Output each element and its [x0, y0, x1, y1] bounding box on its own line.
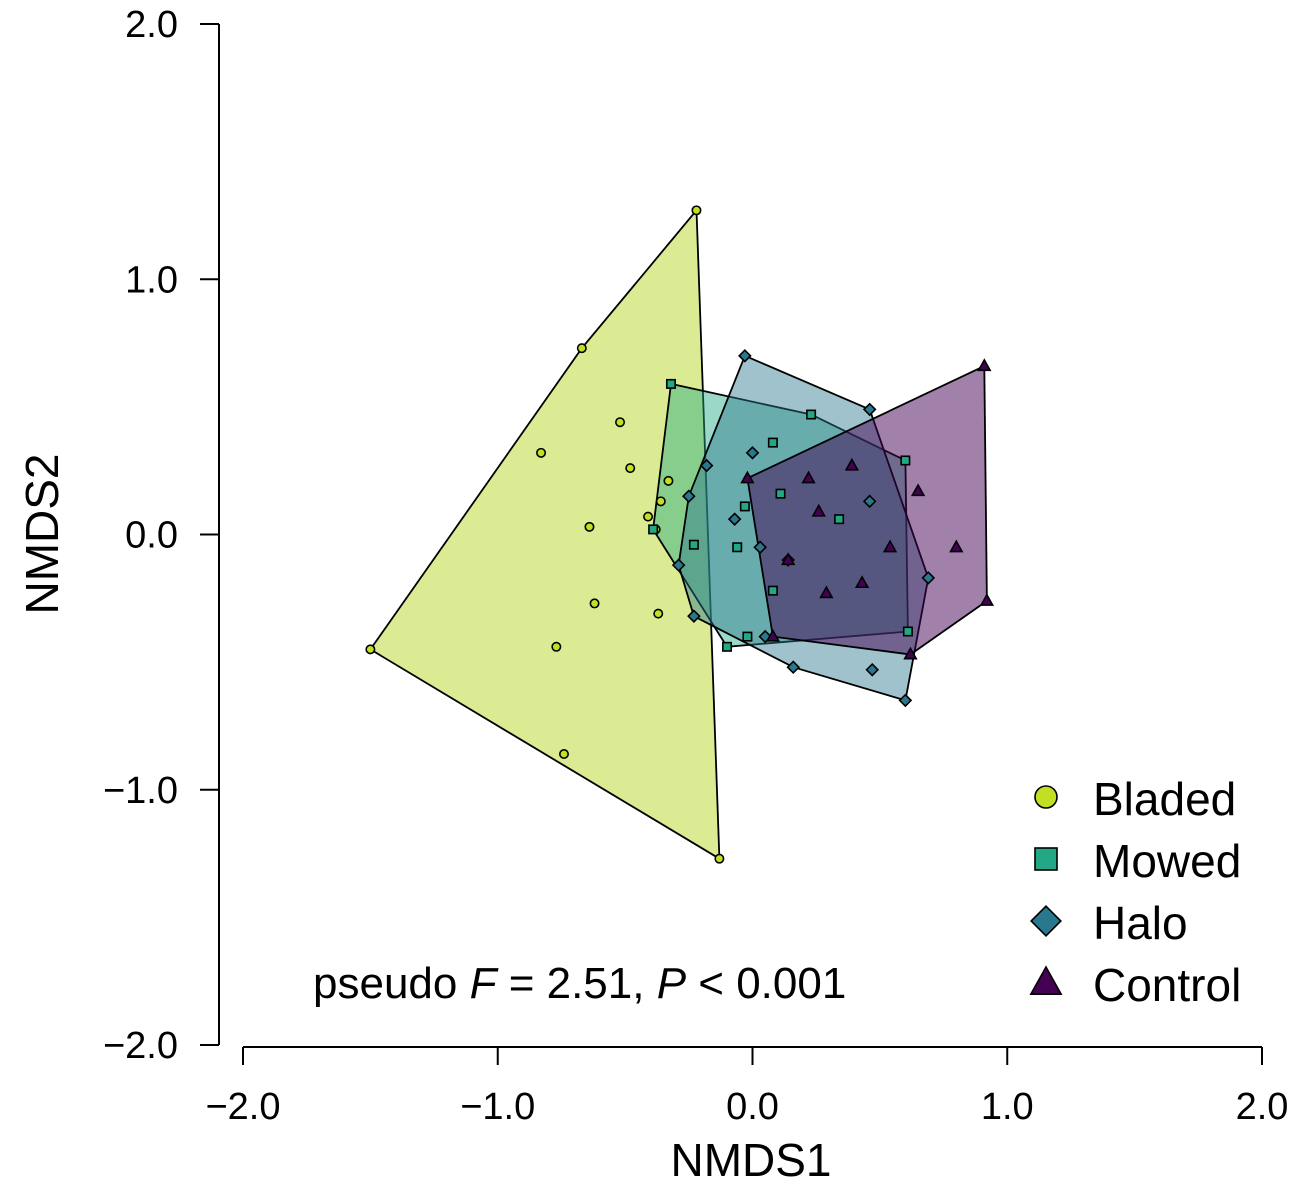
statistics-annotation: pseudo F = 2.51, P < 0.001 — [313, 959, 846, 1008]
point-bladed-12 — [653, 608, 664, 619]
point-bladed-13 — [551, 641, 562, 652]
point-layer — [365, 205, 995, 864]
legend-item-bladed: Bladed — [1034, 773, 1236, 825]
y-tick-label: 1.0 — [125, 259, 178, 301]
point-mowed-5 — [775, 488, 786, 499]
annotation-mid: = 2.51, — [496, 959, 656, 1008]
legend-item-control: Control — [1029, 959, 1241, 1011]
legend-marker-mowed — [1034, 847, 1058, 871]
point-mowed-7 — [834, 514, 845, 525]
point-halo-2 — [862, 402, 877, 417]
hull-layer — [369, 207, 988, 861]
point-mowed-14 — [722, 641, 733, 652]
x-tick-label: −2.0 — [205, 1086, 280, 1128]
point-halo-3 — [745, 446, 760, 460]
legend-label-halo: Halo — [1093, 897, 1188, 949]
point-halo-7 — [727, 512, 742, 526]
annotation-stat-f: F — [470, 959, 499, 1008]
point-mowed-8 — [648, 524, 659, 535]
point-mowed-1 — [665, 378, 676, 389]
point-halo-12 — [687, 609, 701, 623]
point-control-13 — [765, 628, 781, 642]
legend-item-mowed: Mowed — [1034, 835, 1241, 887]
point-halo-10 — [671, 558, 686, 572]
point-control-5 — [910, 483, 926, 497]
point-control-6 — [811, 503, 826, 517]
point-halo-4 — [699, 458, 714, 473]
point-bladed-6 — [663, 475, 674, 486]
point-control-3 — [801, 470, 816, 484]
point-mowed-6 — [739, 501, 750, 512]
point-control-12 — [979, 593, 995, 606]
x-tick-label: 2.0 — [1236, 1086, 1289, 1128]
x-axis-title: NMDS1 — [670, 1134, 831, 1186]
point-halo-11 — [921, 571, 936, 585]
point-mowed-10 — [732, 542, 743, 553]
point-halo-14 — [786, 660, 801, 675]
point-mowed-3 — [767, 437, 778, 448]
x-tick-label: −1.0 — [460, 1086, 535, 1128]
point-mowed-9 — [688, 539, 699, 550]
point-bladed-9 — [584, 521, 595, 532]
point-bladed-4 — [536, 447, 547, 458]
legend-marker-halo — [1030, 905, 1062, 937]
y-axis-title: NMDS2 — [16, 453, 68, 614]
y-tick-label: 0.0 — [125, 515, 178, 557]
point-control-2 — [844, 457, 860, 471]
legend-label-bladed: Bladed — [1093, 773, 1236, 825]
point-bladed-14 — [365, 644, 376, 655]
point-mowed-13 — [742, 631, 753, 642]
point-bladed-2 — [576, 343, 587, 354]
point-bladed-1 — [691, 205, 702, 216]
point-mowed-2 — [806, 409, 817, 420]
annotation-stat-p: P — [657, 959, 687, 1008]
point-bladed-16 — [714, 853, 725, 864]
annotation-suffix: < 0.001 — [686, 959, 846, 1008]
point-control-11 — [819, 585, 834, 599]
axes: −2.0 −1.0 0.0 1.0 2.0 −2.0 −1.0 0.0 1.0 2.0 — [103, 4, 1288, 1128]
point-halo-6 — [862, 494, 877, 509]
point-halo-8 — [753, 540, 767, 555]
point-bladed-5 — [625, 463, 636, 474]
x-tick-label: 0.0 — [726, 1086, 779, 1128]
point-mowed-11 — [767, 585, 778, 596]
annotation-prefix: pseudo — [313, 959, 470, 1008]
point-control-14 — [903, 646, 918, 660]
point-control-1 — [977, 358, 992, 372]
y-tick-label: −1.0 — [103, 770, 178, 812]
x-tick-label: 1.0 — [981, 1086, 1034, 1128]
point-bladed-8 — [643, 511, 654, 522]
point-mowed-4 — [900, 455, 911, 466]
point-bladed-3 — [615, 417, 626, 428]
legend-item-halo: Halo — [1030, 897, 1188, 949]
point-control-4 — [740, 470, 755, 484]
point-control-7 — [882, 539, 898, 553]
legend-label-control: Control — [1093, 959, 1241, 1011]
legend-marker-bladed — [1034, 785, 1058, 809]
point-halo-5 — [682, 489, 696, 504]
legend-marker-control — [1029, 965, 1063, 995]
point-control-10 — [854, 575, 870, 589]
y-tick-label: 2.0 — [125, 4, 178, 46]
point-bladed-11 — [589, 598, 600, 609]
point-halo-15 — [865, 662, 880, 677]
point-halo-16 — [898, 693, 913, 708]
point-halo-13 — [758, 629, 773, 644]
point-bladed-7 — [655, 496, 666, 507]
point-bladed-15 — [558, 749, 569, 760]
point-control-8 — [949, 539, 964, 553]
legend: Bladed Mowed Halo Control — [1029, 773, 1241, 1011]
point-halo-1 — [738, 349, 752, 363]
point-mowed-12 — [902, 626, 913, 637]
point-control-9 — [781, 552, 796, 566]
y-tick-label: −2.0 — [103, 1025, 178, 1067]
legend-label-mowed: Mowed — [1093, 835, 1241, 887]
